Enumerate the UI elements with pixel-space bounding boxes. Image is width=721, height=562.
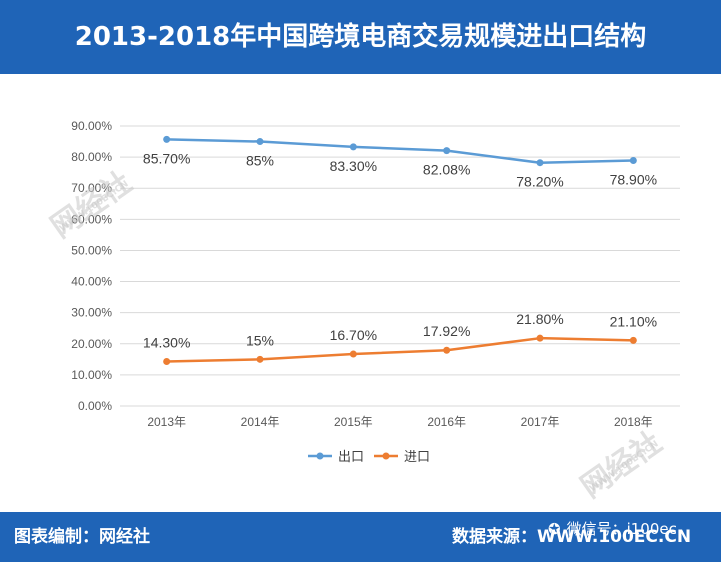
data-point	[443, 147, 451, 155]
data-label: 78.20%	[516, 174, 563, 190]
x-tick-label: 2016年	[427, 415, 466, 429]
data-label: 16.70%	[330, 327, 377, 343]
footer-bar: 图表编制：网经社 数据来源：WWW.100EC.CN	[0, 512, 721, 562]
data-label: 85%	[246, 153, 274, 169]
line-chart: 0.00% 10.00% 20.00% 30.00% 40.00% 50.00% 60.00…	[71, 119, 680, 465]
y-tick-label: 60.00%	[71, 212, 112, 226]
legend-label: 出口	[338, 450, 364, 465]
data-point	[349, 143, 357, 151]
data-label: 15%	[246, 332, 274, 348]
legend-marker	[382, 452, 390, 460]
data-point	[256, 355, 264, 363]
wechat-icon: ✪	[548, 520, 561, 538]
data-point	[349, 350, 357, 358]
y-tick-label: 80.00%	[71, 150, 112, 164]
y-tick-label: 70.00%	[71, 181, 112, 195]
title-banner: 2013-2018年中国跨境电商交易规模进出口结构	[0, 0, 721, 74]
series-line-export	[166, 138, 634, 164]
y-tick-label: 20.00%	[71, 337, 112, 351]
data-point	[256, 138, 264, 146]
data-label: 78.90%	[610, 172, 657, 188]
data-label: 17.92%	[423, 323, 470, 339]
data-point	[163, 358, 171, 366]
legend-marker	[316, 452, 324, 460]
wechat-text: 微信号：i100ec	[566, 520, 677, 538]
chart-credit: 图表编制：网经社	[14, 527, 150, 547]
y-tick-label: 30.00%	[71, 306, 112, 320]
y-tick-label: 90.00%	[71, 119, 112, 133]
page-title: 2013-2018年中国跨境电商交易规模进出口结构	[74, 22, 647, 52]
x-tick-label: 2018年	[614, 415, 653, 429]
x-tick-label: 2017年	[521, 415, 560, 429]
data-point	[536, 159, 544, 167]
data-label: 85.70%	[143, 150, 190, 166]
data-point	[536, 334, 544, 342]
y-tick-label: 0.00%	[78, 399, 112, 413]
data-label: 21.10%	[610, 313, 657, 329]
y-tick-label: 10.00%	[71, 368, 112, 382]
legend-label: 进口	[404, 450, 430, 465]
x-tick-label: 2014年	[241, 415, 280, 429]
x-tick-label: 2015年	[334, 415, 373, 429]
data-label: 21.80%	[516, 311, 563, 327]
y-tick-label: 50.00%	[71, 243, 112, 257]
data-source: 数据来源：WWW.100EC.CN	[452, 527, 692, 547]
data-point	[443, 346, 451, 354]
data-point	[629, 336, 637, 344]
data-point	[163, 135, 171, 143]
data-label: 14.30%	[143, 335, 190, 351]
data-point	[629, 157, 637, 165]
y-tick-label: 40.00%	[71, 275, 112, 289]
data-label: 82.08%	[423, 162, 470, 178]
x-tick-label: 2013年	[147, 415, 186, 429]
data-label: 83.30%	[330, 158, 377, 174]
series-line-import	[166, 336, 634, 363]
wechat-id: ✪ 微信号：i100ec	[548, 516, 677, 542]
